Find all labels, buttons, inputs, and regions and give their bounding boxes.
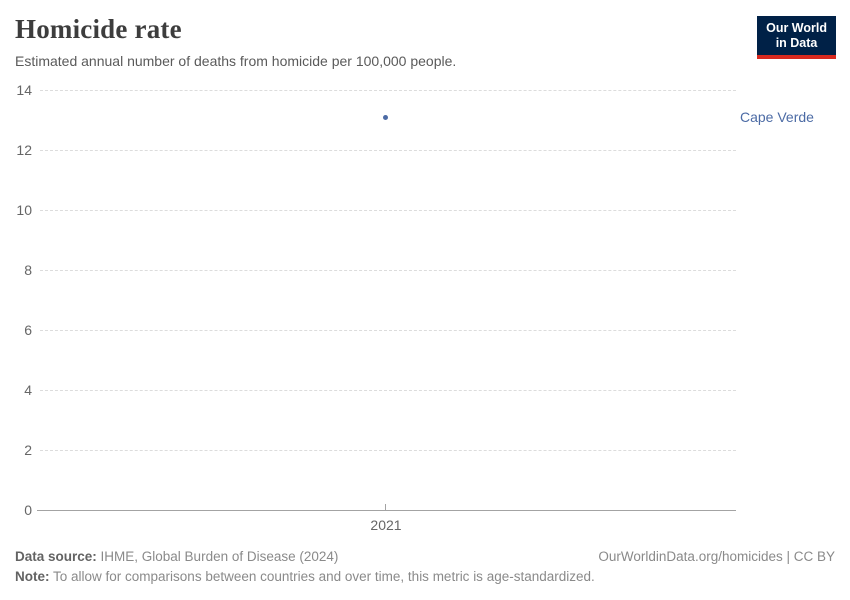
x-axis-line — [37, 510, 736, 511]
data-source-text: IHME, Global Burden of Disease (2024) — [96, 549, 339, 564]
gridline — [40, 150, 736, 151]
y-axis-tick-label: 10 — [16, 202, 32, 218]
x-axis-tick-label: 2021 — [370, 517, 402, 533]
y-axis-tick-label: 4 — [24, 382, 32, 398]
gridline — [40, 390, 736, 391]
y-axis-tick-label: 6 — [24, 322, 32, 338]
footer-link[interactable]: OurWorldinData.org/homicides | CC BY — [598, 549, 835, 564]
entity-label[interactable]: Cape Verde — [740, 109, 814, 125]
data-point[interactable] — [383, 114, 388, 120]
owid-logo-line1: Our World — [766, 21, 827, 35]
gridline — [40, 270, 736, 271]
y-axis-tick-label: 12 — [16, 142, 32, 158]
data-source-line: Data source: IHME, Global Burden of Dise… — [15, 548, 338, 566]
chart-subtitle: Estimated annual number of deaths from h… — [15, 53, 457, 69]
x-axis-tick — [385, 504, 386, 510]
note-label: Note: — [15, 569, 50, 584]
y-axis-tick-label: 8 — [24, 262, 32, 278]
gridline — [40, 450, 736, 451]
note-line: Note: To allow for comparisons between c… — [15, 568, 595, 586]
chart-title: Homicide rate — [15, 14, 182, 44]
owid-logo[interactable]: Our World in Data — [757, 16, 836, 59]
y-axis-tick-label: 0 — [24, 502, 32, 518]
note-text: To allow for comparisons between countri… — [49, 569, 595, 584]
gridline — [40, 90, 736, 91]
data-source-label: Data source: — [15, 549, 97, 564]
gridline — [40, 210, 736, 211]
owid-logo-line2: in Data — [775, 36, 818, 50]
gridline — [40, 330, 736, 331]
y-axis-tick-label: 14 — [16, 82, 32, 98]
y-axis-tick-label: 2 — [24, 442, 32, 458]
